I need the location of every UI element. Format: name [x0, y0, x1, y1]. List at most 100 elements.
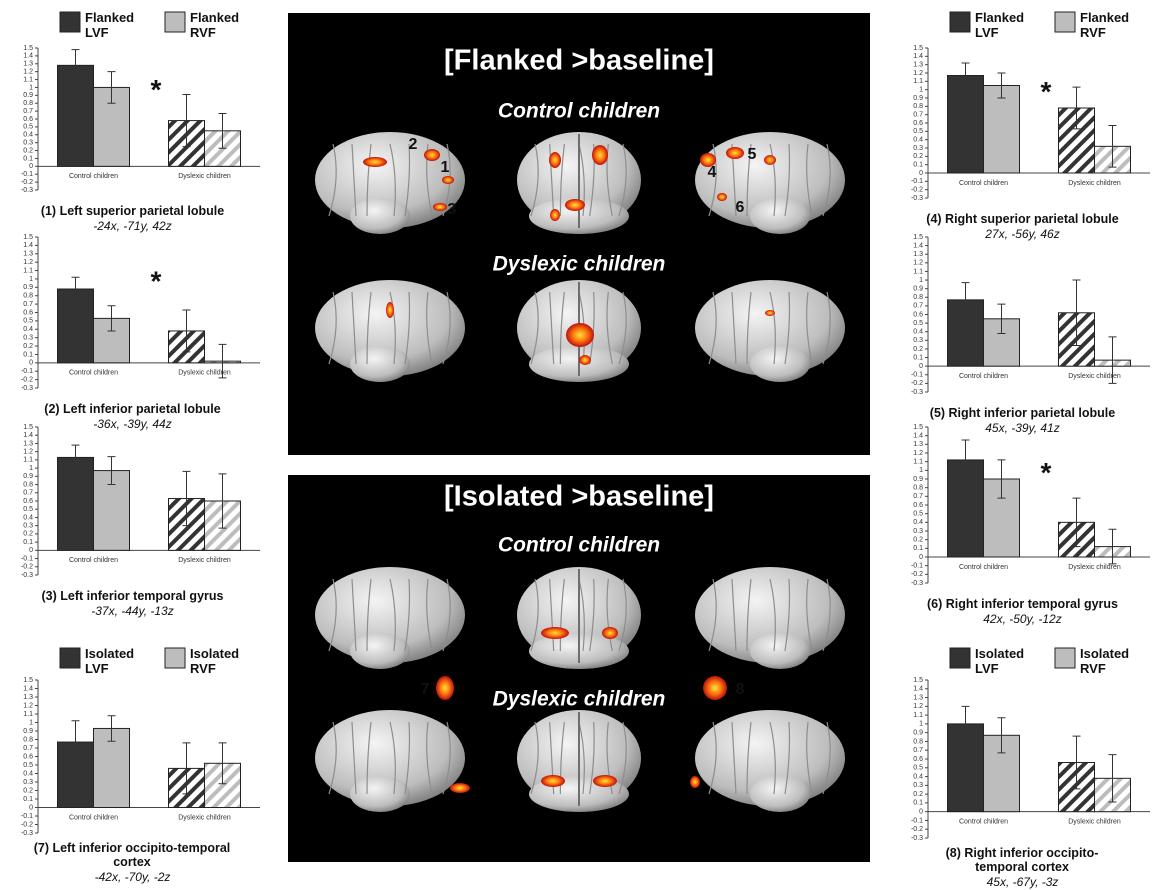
y-tick-label: 0.5 [913, 511, 923, 518]
y-tick-label: 0.7 [23, 745, 33, 752]
y-tick-label: 0.8 [23, 100, 33, 107]
y-tick-label: -0.3 [911, 195, 923, 202]
y-tick-label: -0.2 [21, 376, 33, 383]
brain-image [517, 132, 641, 234]
y-tick-label: 1.1 [913, 712, 923, 719]
x-tick-label: Dyslexic children [178, 814, 231, 821]
y-tick-label: 1.2 [23, 69, 33, 76]
x-tick-label: Dyslexic children [1068, 373, 1121, 380]
activation [541, 627, 569, 639]
y-tick-label: 0.7 [23, 301, 33, 308]
y-tick-label: -0.1 [21, 555, 33, 562]
y-tick-label: 1.1 [913, 268, 923, 275]
y-tick-label: 0.4 [913, 773, 923, 780]
figure: [Flanked >baseline]Control childrenDysle… [0, 0, 1163, 890]
legend-swatch [165, 648, 185, 668]
chart-title: (6) Right inferior temporal gyrus [890, 597, 1155, 611]
legend-label: Isolated LVF [975, 646, 1025, 676]
activation [579, 355, 591, 365]
y-tick-label: 0.7 [23, 108, 33, 115]
y-tick-label: 1.3 [913, 251, 923, 258]
activation [592, 145, 608, 165]
group-label: Control children [498, 534, 660, 557]
brain-shape [350, 198, 410, 234]
activation [386, 302, 394, 318]
region-number: 2 [409, 136, 418, 153]
y-tick-label: 1.2 [913, 450, 923, 457]
y-tick-label: 1.3 [913, 694, 923, 701]
y-tick-label: 0.7 [913, 112, 923, 119]
y-tick-label: 0 [29, 360, 33, 367]
y-tick-label: 0.3 [23, 140, 33, 147]
brain-shape [750, 776, 810, 812]
y-tick-label: 0.4 [23, 132, 33, 139]
legend-swatch [165, 12, 185, 32]
activation [717, 193, 727, 201]
y-tick-label: -0.2 [911, 380, 923, 387]
y-tick-label: 1 [29, 84, 33, 91]
activation [726, 147, 744, 159]
y-tick-label: 1.1 [913, 459, 923, 466]
y-tick-label: 0.3 [23, 335, 33, 342]
y-tick-label: -0.1 [21, 368, 33, 375]
y-tick-label: -0.3 [21, 187, 33, 194]
y-tick-label: 0.6 [23, 753, 33, 760]
x-tick-label: Control children [69, 173, 118, 180]
y-tick-label: 0.9 [913, 730, 923, 737]
y-tick-label: 0.1 [23, 796, 33, 803]
y-tick-label: 1.1 [23, 76, 33, 83]
legend-label: Isolated LVF [85, 646, 135, 676]
y-tick-label: 1.4 [23, 432, 33, 439]
y-tick-label: 0.4 [23, 326, 33, 333]
y-tick-label: 0.7 [23, 490, 33, 497]
y-tick-label: 0.5 [913, 128, 923, 135]
bar [984, 86, 1020, 174]
legend-label: Flanked RVF [1080, 10, 1130, 40]
significance-marker: * [151, 74, 162, 105]
activation [764, 155, 776, 165]
chart-title: (3) Left inferior temporal gyrus [0, 589, 265, 603]
bar [58, 457, 94, 550]
region-number: 6 [736, 199, 745, 216]
y-tick-label: 0.4 [913, 329, 923, 336]
brain-shape [350, 346, 410, 382]
y-tick-label: 1 [919, 277, 923, 284]
y-tick-label: 0.2 [913, 791, 923, 798]
y-tick-label: 0.2 [913, 153, 923, 160]
y-tick-label: 0.5 [23, 506, 33, 513]
y-tick-label: -0.2 [21, 564, 33, 571]
activation [765, 310, 775, 316]
bar [948, 76, 984, 174]
y-tick-label: 1.4 [913, 686, 923, 693]
legend-swatch [60, 648, 80, 668]
y-tick-label: 1.2 [23, 702, 33, 709]
activation [566, 323, 594, 347]
y-tick-label: -0.3 [911, 835, 923, 842]
y-tick-label: 0.8 [913, 485, 923, 492]
y-tick-label: 1.3 [23, 440, 33, 447]
y-tick-label: 0.3 [913, 528, 923, 535]
y-tick-label: 1.4 [913, 242, 923, 249]
y-tick-label: 0.2 [913, 537, 923, 544]
x-tick-label: Control children [69, 370, 118, 377]
y-tick-label: 0.8 [913, 294, 923, 301]
y-tick-label: 0.4 [23, 770, 33, 777]
y-tick-label: 1.3 [913, 62, 923, 69]
x-tick-label: Control children [959, 564, 1008, 571]
y-tick-label: -0.1 [21, 171, 33, 178]
x-tick-label: Dyslexic children [1068, 564, 1121, 571]
activation [550, 209, 560, 221]
chart-title: (8) Right inferior occipito-temporal cor… [922, 846, 1122, 874]
y-tick-label: 1.1 [23, 267, 33, 274]
y-tick-label: 0.7 [913, 493, 923, 500]
y-tick-label: 1 [29, 719, 33, 726]
x-tick-label: Control children [959, 373, 1008, 380]
region-number: 7 [421, 681, 430, 698]
y-tick-label: -0.1 [911, 372, 923, 379]
x-tick-label: Dyslexic children [1068, 180, 1121, 187]
y-tick-label: 1.5 [913, 677, 923, 684]
region-number: 3 [448, 201, 457, 218]
y-tick-label: 0.2 [23, 787, 33, 794]
chart-subtitle: 45x, -39y, 41z [890, 421, 1155, 435]
region-number: 1 [441, 159, 450, 176]
